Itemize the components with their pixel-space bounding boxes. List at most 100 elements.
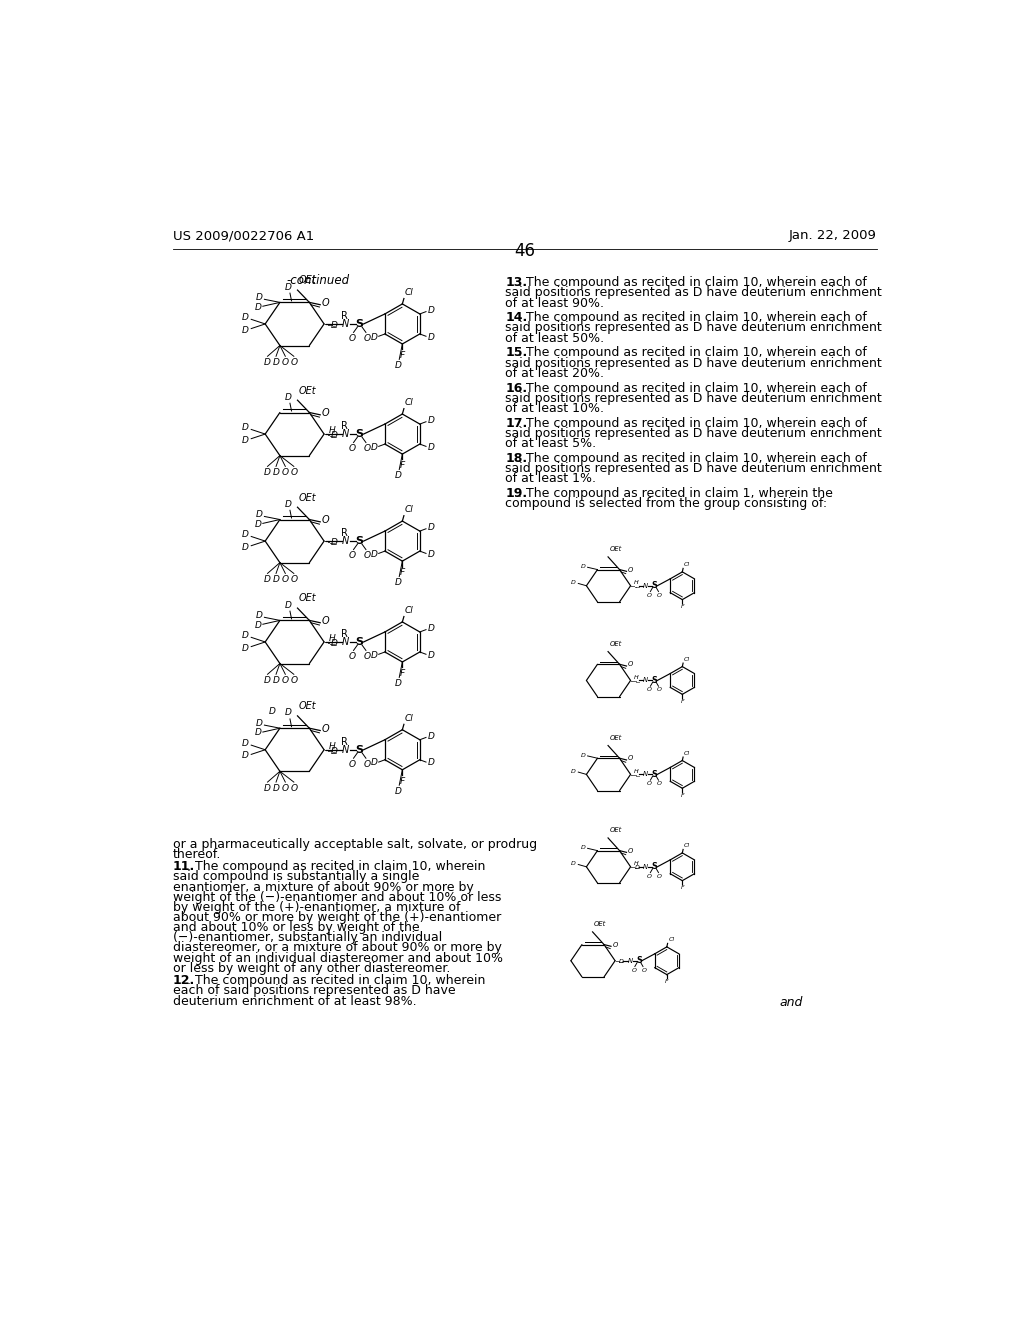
Text: F: F [681,793,684,797]
Text: S: S [355,638,364,647]
Text: N: N [342,536,349,546]
Text: said compound is substantially a single: said compound is substantially a single [173,870,419,883]
Text: OEt: OEt [609,828,622,833]
Text: D: D [331,747,337,756]
Text: O: O [322,298,330,308]
Text: D: D [331,321,337,330]
Text: N: N [342,744,349,755]
Text: F: F [399,351,404,360]
Text: D: D [428,549,434,558]
Text: . The compound as recited in claim 10, wherein each of: . The compound as recited in claim 10, w… [518,381,867,395]
Text: D: D [331,539,337,546]
Text: O: O [282,469,289,477]
Text: R: R [341,630,348,639]
Text: R: R [341,421,348,432]
Text: OEt: OEt [594,921,606,927]
Text: 15.: 15. [506,346,527,359]
Text: D: D [272,469,280,477]
Text: O: O [322,723,330,734]
Text: S: S [355,429,364,440]
Text: H: H [634,675,639,680]
Text: D: D [428,651,434,660]
Text: OEt: OEt [299,276,316,285]
Text: D: D [285,393,292,401]
Text: H: H [634,862,639,866]
Text: O: O [290,469,297,477]
Text: O: O [364,334,371,343]
Text: 16.: 16. [506,381,527,395]
Text: of at least 5%.: of at least 5%. [506,437,597,450]
Text: H: H [329,426,336,436]
Text: O: O [647,781,651,787]
Text: said positions represented as D have deuterium enrichment: said positions represented as D have deu… [506,392,882,405]
Text: . The compound as recited in claim 10, wherein each of: . The compound as recited in claim 10, w… [518,451,867,465]
Text: O: O [657,688,663,693]
Text: OEt: OEt [299,385,316,396]
Text: OEt: OEt [609,546,622,552]
Text: O: O [282,358,289,367]
Text: Cl: Cl [404,399,414,407]
Text: O: O [290,358,297,367]
Text: N: N [342,429,349,440]
Text: and about 10% or less by weight of the: and about 10% or less by weight of the [173,921,420,935]
Text: O: O [628,755,634,762]
Text: or a pharmaceutically acceptable salt, solvate, or prodrug: or a pharmaceutically acceptable salt, s… [173,838,537,850]
Text: . The compound as recited in claim 10, wherein each of: . The compound as recited in claim 10, w… [518,312,867,325]
Text: D: D [395,360,401,370]
Text: D: D [571,862,575,866]
Text: H: H [634,581,639,585]
Text: D: D [285,282,292,292]
Text: D: D [254,620,261,630]
Text: F: F [399,461,404,470]
Text: said positions represented as D have deuterium enrichment: said positions represented as D have deu… [506,462,882,475]
Text: D: D [264,676,271,685]
Text: O: O [322,408,330,418]
Text: D: D [428,442,434,451]
Text: of at least 10%.: of at least 10%. [506,401,604,414]
Text: O: O [348,334,355,343]
Text: . The compound as recited in claim 10, wherein each of: . The compound as recited in claim 10, w… [518,276,867,289]
Text: of at least 90%.: of at least 90%. [506,297,604,309]
Text: D: D [620,960,624,965]
Text: . The compound as recited in claim 10, wherein each of: . The compound as recited in claim 10, w… [518,417,867,429]
Text: 11.: 11. [173,861,196,873]
Text: D: D [581,845,586,850]
Text: Cl: Cl [404,606,414,615]
Text: O: O [647,688,651,693]
Text: S: S [355,744,364,755]
Text: thereof.: thereof. [173,847,221,861]
Text: R: R [341,312,348,321]
Text: of at least 50%.: of at least 50%. [506,331,604,345]
Text: Cl: Cl [684,843,690,849]
Text: O: O [348,760,355,768]
Text: D: D [371,442,377,451]
Text: F: F [399,669,404,678]
Text: OEt: OEt [299,701,316,711]
Text: D: D [331,639,337,648]
Text: O: O [290,576,297,583]
Text: D: D [428,624,434,634]
Text: -continued: -continued [287,275,349,286]
Text: F: F [665,979,669,985]
Text: 14.: 14. [506,312,527,325]
Text: O: O [631,968,636,973]
Text: H: H [329,635,336,643]
Text: Cl: Cl [404,506,414,515]
Text: F: F [399,776,404,785]
Text: O: O [647,874,651,879]
Text: D: D [571,770,575,774]
Text: O: O [322,616,330,626]
Text: D: D [428,733,434,741]
Text: Jan. 22, 2009: Jan. 22, 2009 [788,230,877,243]
Text: said positions represented as D have deuterium enrichment: said positions represented as D have deu… [506,286,882,300]
Text: O: O [282,784,289,792]
Text: compound is selected from the group consisting of:: compound is selected from the group cons… [506,498,827,510]
Text: N: N [628,958,633,964]
Text: O: O [282,676,289,685]
Text: S: S [651,581,657,590]
Text: F: F [681,886,684,890]
Text: D: D [428,524,434,532]
Text: 19.: 19. [506,487,527,500]
Text: each of said positions represented as D have: each of said positions represented as D … [173,985,456,998]
Text: O: O [364,444,371,453]
